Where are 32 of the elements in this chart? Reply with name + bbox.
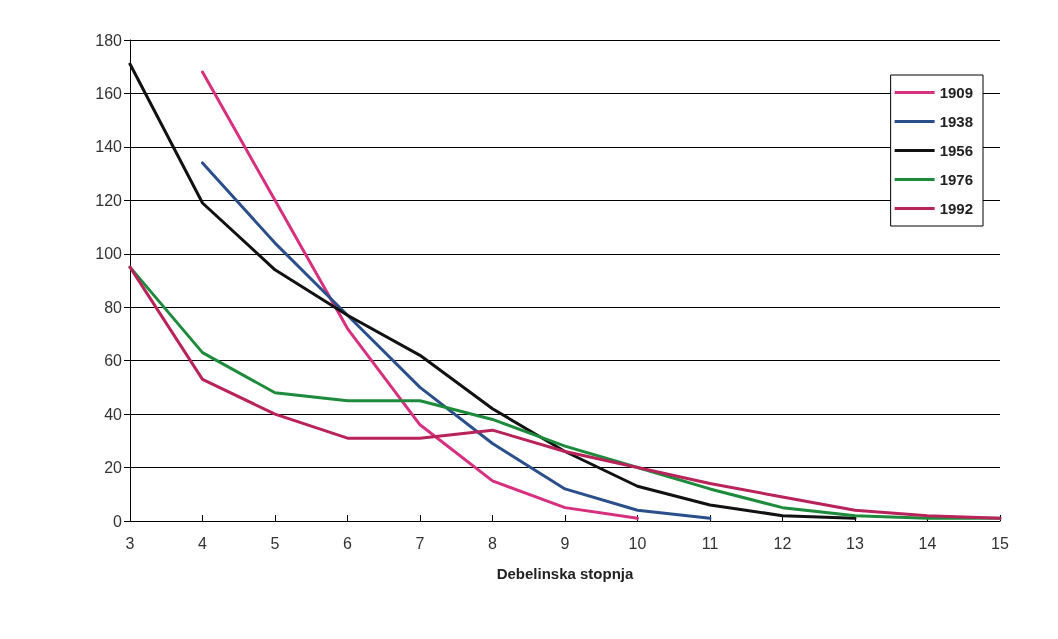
- x-tick-label: 6: [343, 534, 353, 552]
- legend-label: 1938: [939, 113, 974, 130]
- x-tick-label: 7: [415, 534, 425, 552]
- y-tick-label: 100: [95, 245, 123, 263]
- line-series: [128, 62, 857, 520]
- x-tick-label: 11: [701, 534, 719, 552]
- y-tick-label: 180: [95, 31, 123, 49]
- legend-label: 1909: [939, 84, 974, 101]
- line-series: [201, 70, 639, 520]
- x-tick-label: 5: [270, 534, 280, 552]
- line-series: [201, 161, 712, 520]
- y-tick-label: 80: [104, 298, 123, 316]
- legend-label: 1956: [939, 142, 974, 159]
- x-tick-label: 4: [198, 534, 208, 552]
- y-tick-label: 120: [95, 191, 123, 209]
- y-tick-label: 140: [95, 138, 123, 156]
- x-tick-label: 12: [773, 534, 792, 552]
- x-axis-title: Debelinska stopnja: [496, 565, 634, 582]
- x-tick-label: 13: [846, 534, 864, 552]
- x-tick-label: 9: [560, 534, 570, 552]
- legend-label: 1992: [939, 200, 974, 217]
- y-tick-label: 20: [104, 459, 123, 477]
- x-tick-label: 3: [125, 534, 135, 552]
- x-tick-label: 14: [918, 534, 937, 552]
- y-tick-label: 40: [104, 405, 123, 423]
- y-tick-label: 60: [104, 352, 123, 370]
- x-tick-label: 15: [991, 534, 1009, 552]
- y-tick-label: 160: [95, 84, 123, 102]
- x-tick-label: 10: [628, 534, 647, 552]
- y-tick-label: 0: [113, 512, 123, 530]
- x-tick-label: 8: [488, 534, 498, 552]
- legend-label: 1976: [939, 171, 974, 188]
